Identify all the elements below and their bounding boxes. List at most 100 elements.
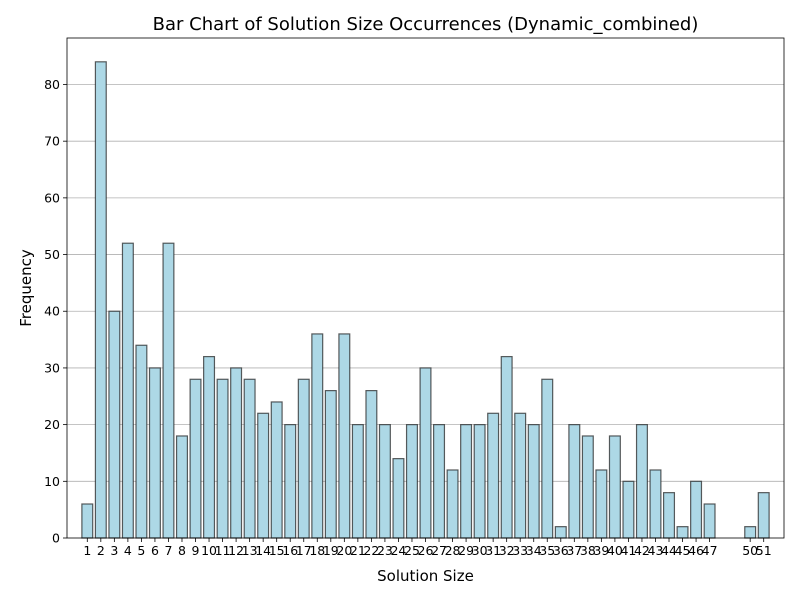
- bar: [690, 480, 703, 539]
- bar: [581, 435, 594, 539]
- x-tick-label: 22: [363, 543, 379, 558]
- bar: [635, 424, 648, 539]
- x-tick-label: 17: [296, 543, 312, 558]
- bar: [500, 355, 513, 539]
- bar: [311, 333, 324, 539]
- x-tick-label: 43: [648, 543, 664, 558]
- bar: [473, 424, 486, 539]
- bar: [203, 355, 216, 539]
- bar: [460, 424, 473, 539]
- x-tick-label: 33: [512, 543, 528, 558]
- bar: [446, 469, 459, 539]
- x-tick-label: 36: [553, 543, 569, 558]
- x-tick-label: 9: [192, 543, 200, 558]
- y-tick-label: 50: [44, 247, 60, 262]
- bar: [703, 503, 716, 539]
- x-tick-label: 16: [282, 543, 298, 558]
- bar: [608, 435, 621, 539]
- x-tick-label: 1: [83, 543, 91, 558]
- x-tick-label: 34: [526, 543, 542, 558]
- x-tick-label: 45: [675, 543, 691, 558]
- y-tick-label: 80: [44, 77, 60, 92]
- x-tick-label: 26: [418, 543, 434, 558]
- bar: [662, 492, 676, 539]
- x-axis-label: Solution Size: [377, 567, 474, 585]
- y-tick-label: 10: [44, 474, 60, 489]
- x-tick-label: 38: [580, 543, 596, 558]
- bar: [554, 526, 567, 539]
- bar: [108, 310, 121, 539]
- x-tick-label: 7: [164, 543, 172, 558]
- bar: [527, 424, 540, 539]
- x-tick-label: 47: [702, 543, 718, 558]
- bar: [81, 503, 94, 539]
- y-tick-label: 60: [44, 190, 60, 205]
- x-tick-label: 8: [178, 543, 186, 558]
- x-tick-label: 5: [137, 543, 145, 558]
- x-axis: 1 2 3 4 5 6 7 8 9 1011121314151617181920212223242…: [83, 538, 772, 558]
- bar: [514, 412, 527, 539]
- bar: [324, 390, 337, 539]
- x-tick-label: 31: [485, 543, 501, 558]
- x-tick-label: 11: [215, 543, 231, 558]
- x-tick-label: 32: [499, 543, 515, 558]
- bar: [392, 458, 405, 539]
- bar: [676, 526, 689, 539]
- bar: [216, 378, 229, 539]
- y-tick-label: 30: [44, 360, 60, 375]
- bar: [121, 242, 134, 539]
- bar: [419, 367, 432, 539]
- bar: [148, 367, 161, 539]
- bar: [622, 480, 635, 539]
- x-tick-label: 44: [661, 543, 677, 558]
- bar: [175, 435, 189, 539]
- bar: [649, 469, 662, 539]
- x-tick-label: 28: [445, 543, 461, 558]
- x-tick-label: 19: [323, 543, 339, 558]
- x-tick-label: 25: [404, 543, 420, 558]
- x-tick-label: 13: [242, 543, 258, 558]
- x-tick-label: 35: [539, 543, 555, 558]
- x-tick-label: 15: [269, 543, 285, 558]
- y-axis: 0 10 20 30 40 50 60 70 80: [44, 77, 67, 546]
- y-tick-label: 40: [44, 304, 60, 319]
- x-tick-label: 50: [742, 543, 758, 558]
- plot-frame: [66, 37, 785, 539]
- x-tick-label: 29: [458, 543, 474, 558]
- bar: [433, 424, 446, 539]
- x-tick-label: 4: [124, 543, 132, 558]
- bar: [284, 424, 297, 539]
- x-tick-label: 2: [97, 543, 105, 558]
- x-tick-label: 27: [431, 543, 447, 558]
- y-tick-label: 0: [52, 531, 60, 546]
- bar: [230, 367, 243, 539]
- bar: [744, 526, 757, 539]
- x-tick-label: 41: [620, 543, 636, 558]
- bar: [365, 390, 378, 539]
- x-tick-label: 39: [593, 543, 609, 558]
- x-tick-label: 10: [201, 543, 217, 558]
- x-tick-label: 18: [309, 543, 325, 558]
- bar: [270, 401, 283, 539]
- bar: [243, 378, 256, 539]
- x-tick-label: 6: [151, 543, 159, 558]
- bar: [757, 492, 770, 539]
- bar: [595, 469, 608, 539]
- bar: [338, 333, 351, 539]
- bar: [487, 412, 500, 539]
- bar: [189, 378, 202, 539]
- bar: [135, 344, 148, 539]
- x-tick-label: 30: [472, 543, 488, 558]
- y-tick-label: 20: [44, 417, 60, 432]
- x-tick-label: 24: [390, 543, 406, 558]
- y-axis-label: Frequency: [17, 249, 35, 327]
- x-tick-label: 14: [255, 543, 271, 558]
- bar: [405, 424, 418, 539]
- x-tick-label: 21: [350, 543, 366, 558]
- y-tick-label: 70: [44, 134, 60, 149]
- x-tick-label: 37: [566, 543, 582, 558]
- bar: [568, 424, 581, 539]
- bar: [94, 61, 107, 539]
- bars: [81, 61, 770, 539]
